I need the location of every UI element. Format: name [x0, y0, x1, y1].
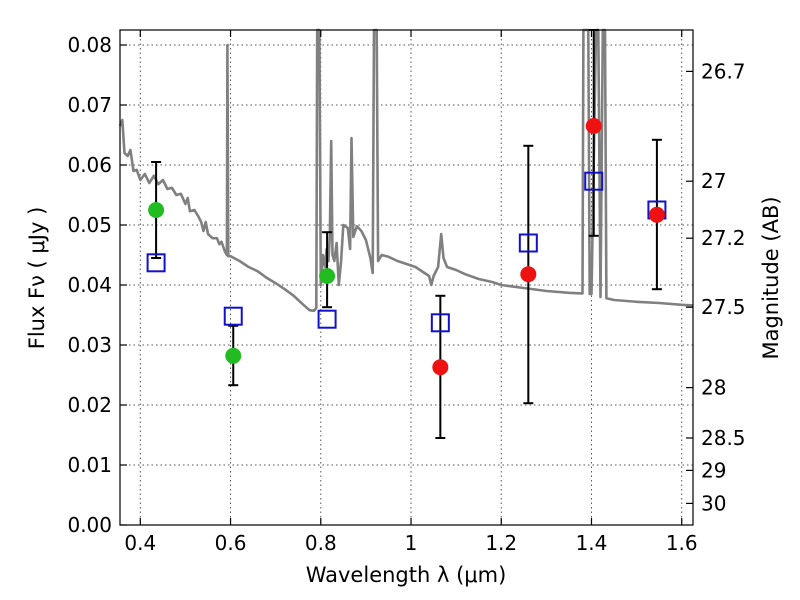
y-tick-label: 0.04 [67, 273, 112, 297]
right-tick-label: 27 [701, 169, 726, 193]
y-axis-title: Flux Fν ( μJy ) [25, 207, 49, 350]
x-tick-label: 0.6 [215, 531, 247, 555]
y-tick-label: 0.01 [67, 453, 112, 477]
observed-point [585, 118, 602, 134]
observed-point [225, 347, 242, 364]
y-tick-label: 0.02 [67, 393, 112, 417]
observed-point [148, 202, 165, 218]
model-spectrum [118, 28, 694, 313]
observed-point [319, 268, 336, 284]
model-flux-square [584, 171, 604, 191]
y-tick-label: 0.03 [67, 333, 112, 357]
y-tick-label: 0.07 [67, 93, 112, 117]
model-flux-square [518, 233, 538, 253]
x-tick-label: 0.4 [124, 531, 156, 555]
observed-point [648, 206, 665, 223]
right-tick-label: 27.2 [701, 226, 746, 250]
axis-ticks: 0.4 0.6 0.8 1 1.2 1.4 1.6 0.00 0.01 0.02 0.03 0.04 0… [67, 30, 746, 555]
right-axis-title: Magnitude (AB) [759, 196, 783, 359]
right-tick-label: 27.5 [701, 295, 746, 319]
x-tick-label: 1 [405, 531, 418, 555]
right-tick-label: 26.7 [701, 59, 746, 83]
model-flux-square [317, 309, 337, 329]
model-flux-square [223, 306, 243, 326]
y-tick-label: 0.06 [67, 153, 112, 177]
right-tick-label: 28.5 [701, 426, 746, 450]
observed-point [520, 266, 537, 283]
x-tick-label: 1.2 [485, 531, 517, 555]
y-tick-label: 0.05 [67, 213, 112, 237]
y-tick-label: 0.00 [67, 513, 112, 537]
observed-point [432, 359, 449, 376]
model-spectrum-line [118, 28, 694, 313]
x-tick-label: 1.4 [576, 531, 608, 555]
model-flux-square [430, 313, 450, 333]
x-tick-label: 0.8 [305, 531, 337, 555]
observed-flux-points [148, 118, 665, 376]
model-flux-square [146, 253, 166, 273]
right-tick-label: 28 [701, 376, 726, 400]
right-tick-label: 29 [701, 458, 726, 482]
right-tick-label: 30 [701, 491, 726, 515]
x-tick-label: 1.6 [666, 531, 698, 555]
plot-frame [119, 29, 694, 526]
y-tick-label: 0.08 [67, 33, 112, 57]
x-axis-title: Wavelength λ (μm) [306, 563, 507, 587]
